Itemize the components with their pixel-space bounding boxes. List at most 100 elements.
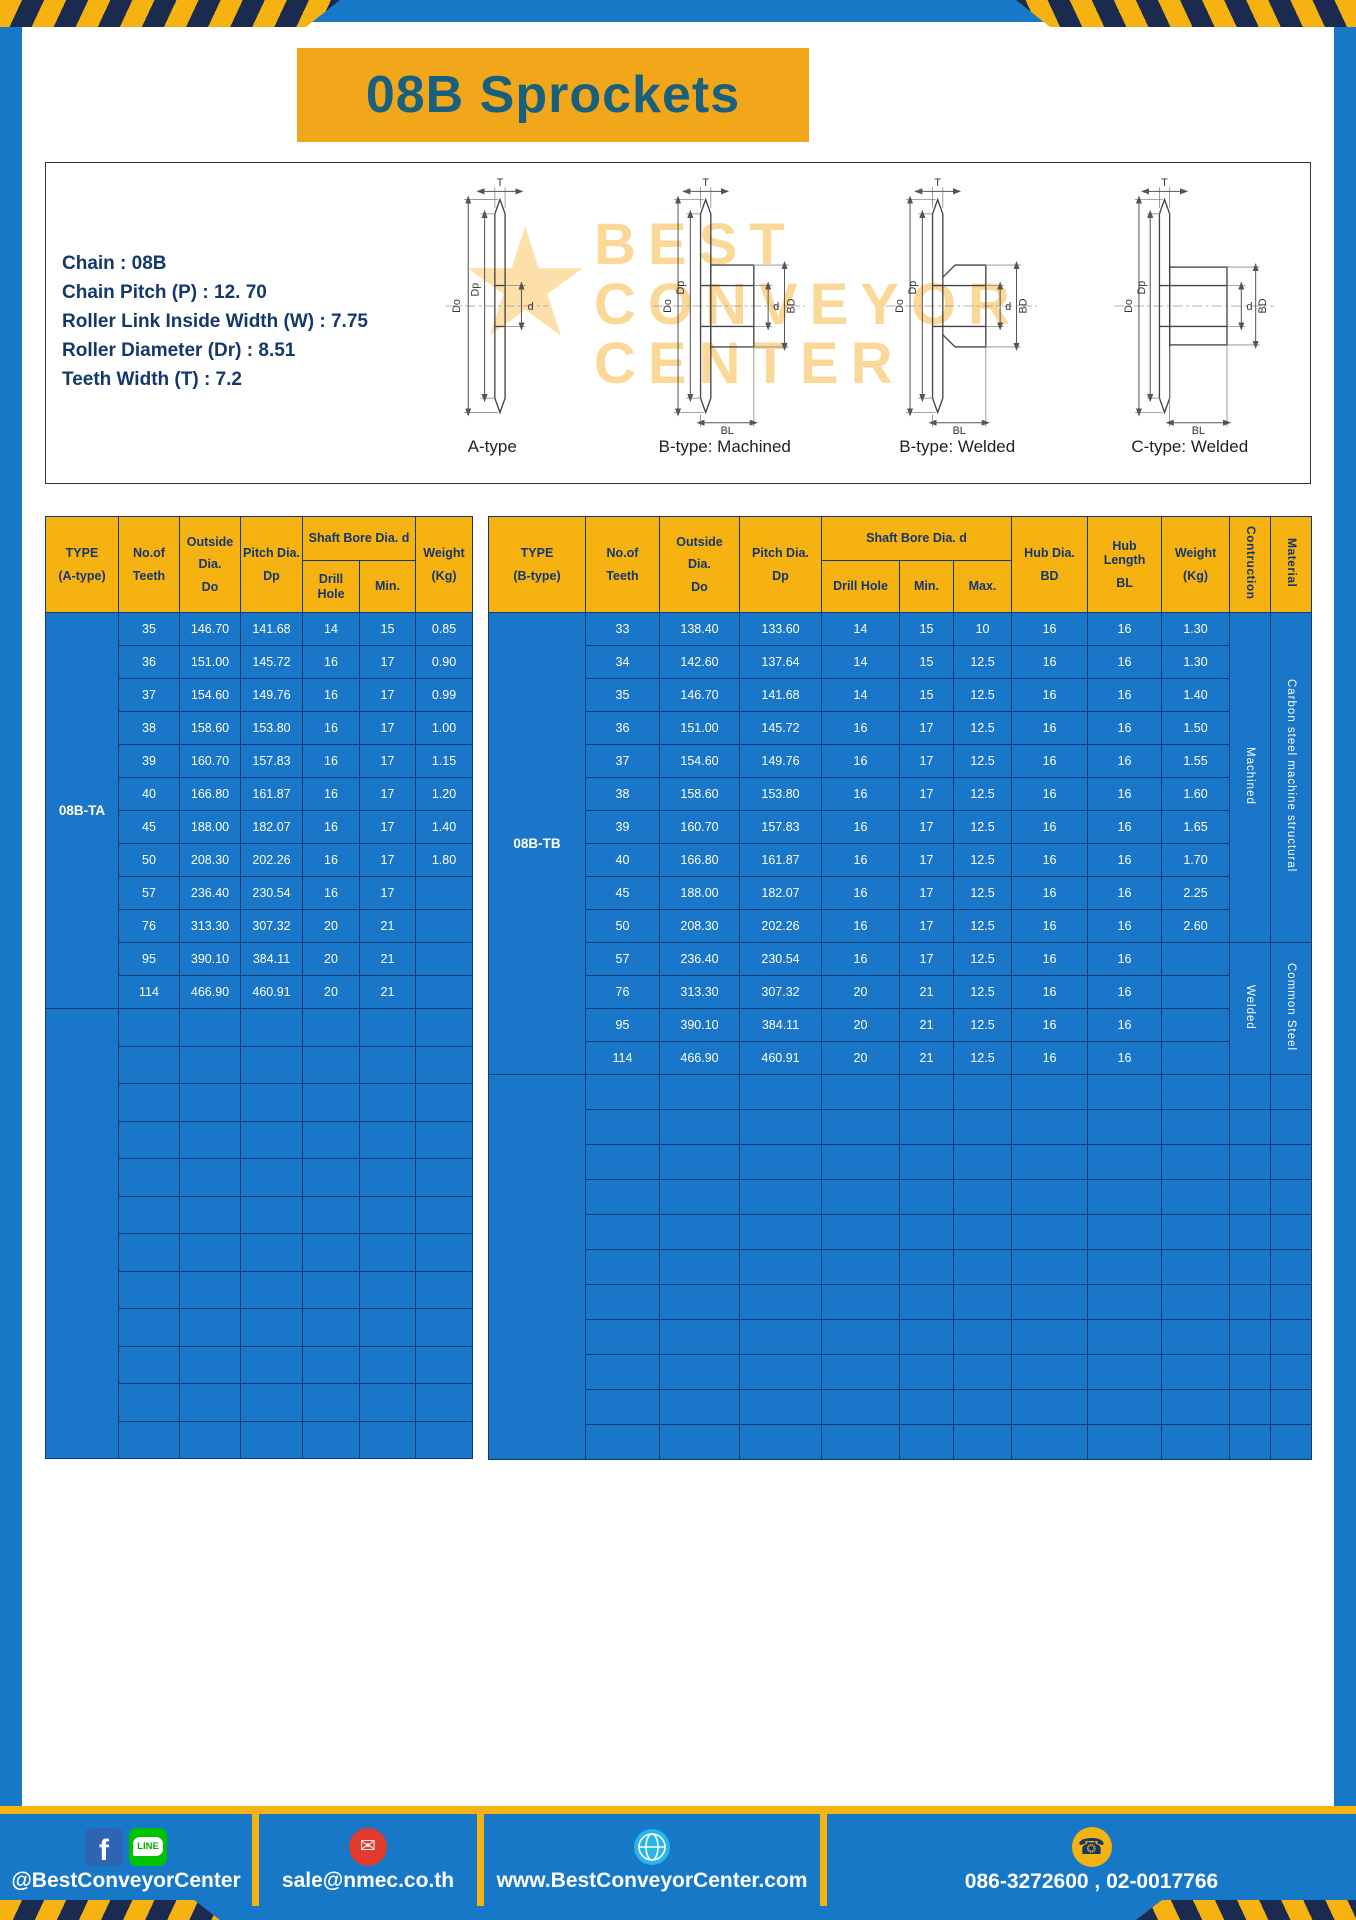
table-cell: 2.60 xyxy=(1161,909,1231,943)
header-weight: Weight (Kg) xyxy=(1161,516,1231,613)
table-cell xyxy=(415,1083,473,1122)
table-cell xyxy=(1011,1109,1089,1145)
table-cell: 202.26 xyxy=(240,843,303,877)
line-icon[interactable]: LINE xyxy=(129,1827,167,1866)
footer: f LINE @BestConveyorCenter ✉ sale@nmec.c… xyxy=(0,1814,1356,1906)
dim-label-Do: Do xyxy=(894,299,906,313)
table-cell xyxy=(118,1345,180,1384)
facebook-icon[interactable]: f xyxy=(85,1827,123,1866)
dim-label-BL: BL xyxy=(720,425,733,435)
table-cell: 17 xyxy=(359,645,416,679)
table-cell xyxy=(240,1083,303,1122)
table-cell xyxy=(359,1420,416,1459)
table-cell xyxy=(302,1270,360,1309)
footer-email[interactable]: sale@nmec.co.th xyxy=(281,1868,455,1892)
table-cell xyxy=(118,1270,180,1309)
footer-website[interactable]: www.BestConveyorCenter.com xyxy=(496,1868,808,1892)
dim-label-Dp: Dp xyxy=(470,283,482,297)
table-cell xyxy=(659,1354,740,1390)
dim-label-Dp: Dp xyxy=(1136,281,1148,295)
table-cell: 16 xyxy=(821,711,900,745)
table-cell xyxy=(1087,1354,1163,1390)
table-cell: 1.30 xyxy=(1161,645,1231,679)
table-cell: 50 xyxy=(585,909,660,943)
table-cell xyxy=(739,1109,822,1145)
dim-label-Do: Do xyxy=(452,299,464,313)
footer-separator xyxy=(477,1814,484,1906)
table-cell: 16 xyxy=(1011,942,1089,976)
table-cell: 40 xyxy=(118,777,180,811)
table-a-row-empty xyxy=(46,1308,473,1347)
table-cell xyxy=(739,1389,822,1425)
table-cell xyxy=(899,1354,954,1390)
table-cell: 16 xyxy=(1011,876,1089,910)
globe-icon[interactable] xyxy=(633,1828,671,1866)
table-cell xyxy=(179,1045,241,1084)
table-cell xyxy=(821,1179,900,1215)
table-cell: 17 xyxy=(359,678,416,712)
table-cell: 16 xyxy=(821,942,900,976)
table-cell xyxy=(1270,1109,1313,1145)
footer-separator xyxy=(820,1814,827,1906)
table-cell xyxy=(415,1233,473,1272)
material-cell: Common Steel xyxy=(1270,942,1313,1075)
table-cell xyxy=(302,1120,360,1159)
diagram-a-type: T Do Dp d A-type xyxy=(376,177,609,477)
table-b-body: 08B-TB 33 138.40 133.60 14 15 10 16 16 1.30 Machin… xyxy=(488,612,1313,1460)
dim-label-BL: BL xyxy=(1191,425,1204,435)
table-cell xyxy=(1087,1179,1163,1215)
table-cell: 16 xyxy=(821,909,900,943)
table-cell xyxy=(359,1233,416,1272)
table-cell xyxy=(952,1424,1013,1460)
table-cell xyxy=(585,1214,660,1250)
table-cell xyxy=(899,1144,954,1180)
header-outside-dia: Outside Dia. Do xyxy=(659,516,740,613)
table-b-row: 37 154.60 149.76 16 17 12.5 16 16 1.55 xyxy=(489,744,1312,778)
table-cell xyxy=(1270,1284,1313,1320)
dim-label-Dp: Dp xyxy=(907,281,919,295)
table-cell: 50 xyxy=(118,843,180,877)
table-cell xyxy=(585,1389,660,1425)
table-cell: 188.00 xyxy=(179,810,241,844)
header-hub-length: Hub Length BL xyxy=(1087,516,1163,613)
table-cell xyxy=(118,1158,180,1197)
diagram-caption: A-type xyxy=(467,437,517,456)
table-cell: 157.83 xyxy=(739,810,822,844)
table-cell xyxy=(240,1345,303,1384)
table-cell xyxy=(240,1158,303,1197)
table-cell xyxy=(1087,1249,1163,1285)
table-cell xyxy=(1270,1144,1313,1180)
table-a-row-empty xyxy=(45,1008,473,1459)
table-cell xyxy=(1161,942,1231,976)
table-cell: 17 xyxy=(359,810,416,844)
table-cell: 17 xyxy=(899,711,954,745)
table-a-row: 57 236.40 230.54 16 17 xyxy=(46,876,473,910)
footer-divider-line xyxy=(0,1806,1356,1814)
table-cell xyxy=(1270,1354,1313,1390)
table-b-row-empty xyxy=(489,1424,1313,1460)
table-a-row-empty xyxy=(46,1083,473,1122)
dim-label-d: d xyxy=(528,301,534,313)
footer-website-section: www.BestConveyorCenter.com xyxy=(484,1814,820,1906)
table-cell: 114 xyxy=(118,975,180,1009)
table-cell: 16 xyxy=(821,843,900,877)
table-cell: 17 xyxy=(899,942,954,976)
dim-label-T: T xyxy=(702,177,709,189)
table-cell: 1.70 xyxy=(1161,843,1231,877)
table-b-row: 39 160.70 157.83 16 17 12.5 16 16 1.65 xyxy=(489,810,1312,844)
email-icon[interactable]: ✉ xyxy=(349,1827,387,1866)
footer-social-handle[interactable]: @BestConveyorCenter xyxy=(11,1868,241,1892)
header-outside-line: Dia. xyxy=(688,557,711,572)
table-cell xyxy=(952,1284,1013,1320)
table-cell xyxy=(1011,1144,1089,1180)
table-cell: 37 xyxy=(118,678,180,712)
phone-icon[interactable]: ☎ xyxy=(1071,1826,1112,1867)
table-cell xyxy=(1161,1074,1231,1110)
table-cell: 45 xyxy=(118,810,180,844)
header-hub-dia: Hub Dia. BD xyxy=(1011,516,1089,613)
table-cell xyxy=(821,1249,900,1285)
table-cell xyxy=(179,1120,241,1159)
table-cell: 145.72 xyxy=(739,711,822,745)
table-b-row: 40 166.80 161.87 16 17 12.5 16 16 1.70 xyxy=(489,843,1312,877)
